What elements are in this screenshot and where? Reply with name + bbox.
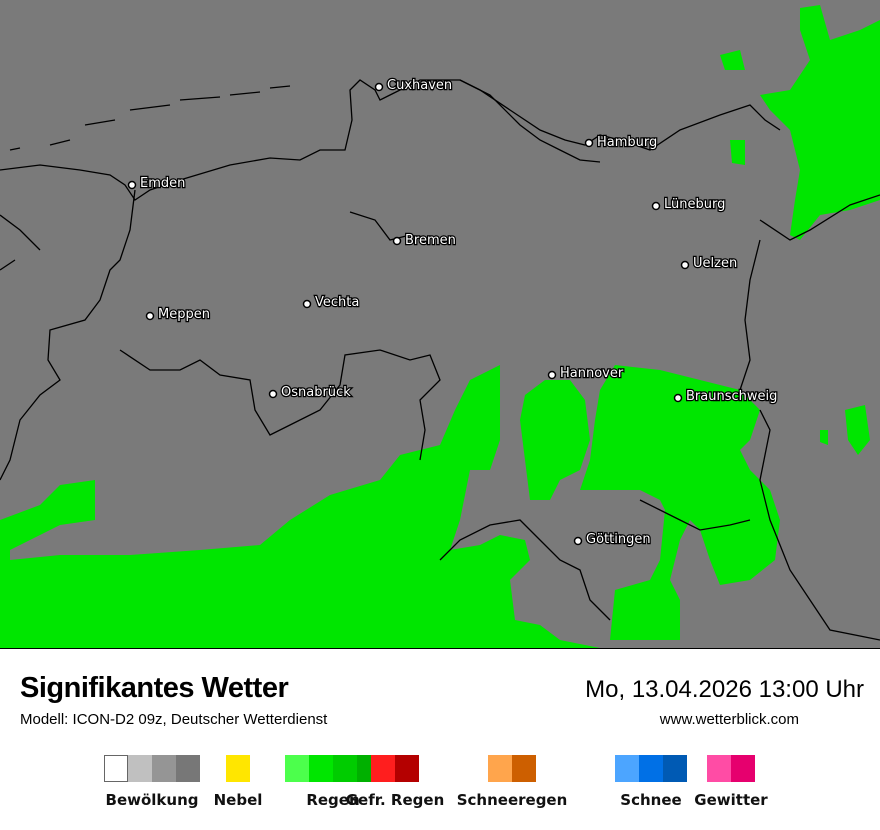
city-bremen[interactable]: Bremen (392, 232, 457, 249)
svg-text:Cuxhaven: Cuxhaven (387, 78, 452, 93)
map-title: Signifikantes Wetter (20, 672, 289, 704)
city-vechta[interactable]: Vechta (302, 294, 361, 311)
website-link[interactable]: www.wetterblick.com (659, 711, 799, 728)
state-border-west (0, 214, 441, 461)
rain-areas (0, 5, 880, 648)
legend-swatches-gefr-regen (371, 755, 419, 782)
legend-swatches-nebel (226, 755, 250, 782)
legend-swatch (176, 755, 200, 782)
elbe (459, 79, 781, 151)
islands (9, 85, 291, 151)
svg-text:Osnabrück: Osnabrück (281, 385, 351, 400)
city-hamburg[interactable]: Hamburg (584, 134, 659, 151)
legend-label: Schneeregen (456, 791, 568, 809)
legend-swatch (707, 755, 731, 782)
city-cuxhaven[interactable]: Cuxhaven (374, 77, 453, 94)
rain-area-south-2 (355, 545, 500, 648)
svg-text:Vechta: Vechta (315, 295, 359, 310)
svg-text:Bremen: Bremen (405, 233, 456, 248)
forecast-datetime: Mo, 13.04.2026 13:00 Uhr (585, 676, 864, 703)
weather-map[interactable]: Cuxhaven Hamburg Emden Lüneburg Bremen U… (0, 0, 880, 649)
svg-text:Meppen: Meppen (158, 307, 210, 322)
city-uelzen[interactable]: Uelzen (680, 255, 738, 272)
city-goettingen[interactable]: Göttingen (573, 531, 652, 548)
svg-text:Hannover: Hannover (560, 366, 624, 381)
svg-text:Göttingen: Göttingen (586, 532, 651, 547)
rain-area-northeast (760, 5, 880, 240)
svg-text:Lüneburg: Lüneburg (664, 197, 725, 212)
legend-swatch (152, 755, 176, 782)
legend-swatch (309, 755, 333, 782)
legend-swatch (104, 755, 128, 782)
legend-swatch (639, 755, 663, 782)
city-hannover[interactable]: Hannover (547, 365, 625, 382)
rain-area-center (520, 380, 590, 500)
legend-swatch (395, 755, 419, 782)
legend-swatches-schneeregen (488, 755, 536, 782)
legend-swatches-schnee (615, 755, 687, 782)
ems (0, 189, 136, 481)
city-markers: Cuxhaven Hamburg Emden Lüneburg Bremen U… (127, 77, 779, 548)
legend-label: Gewitter (694, 791, 768, 809)
legend-label: Schnee (620, 791, 682, 809)
rain-area-hannover-east (580, 365, 780, 640)
city-lueneburg[interactable]: Lüneburg (651, 196, 727, 213)
svg-text:Braunschweig: Braunschweig (686, 389, 777, 404)
city-osnabrueck[interactable]: Osnabrück (268, 384, 352, 401)
state-border-east (439, 194, 880, 641)
legend-label: Nebel (213, 791, 263, 809)
legend-label: Bewölkung (105, 791, 199, 809)
weser-bremen (349, 211, 431, 241)
svg-text:Uelzen: Uelzen (693, 256, 737, 271)
legend-swatch (371, 755, 395, 782)
legend-swatches-gewitter (707, 755, 755, 782)
legend-swatch (512, 755, 536, 782)
legend-swatches-regen (285, 755, 381, 782)
legend-swatch (731, 755, 755, 782)
legend-swatch (488, 755, 512, 782)
rain-area-east-small (820, 405, 870, 455)
city-meppen[interactable]: Meppen (145, 306, 211, 323)
legend-swatch (663, 755, 687, 782)
rain-area-northeast-small (720, 50, 745, 165)
legend-swatch (128, 755, 152, 782)
city-braunschweig[interactable]: Braunschweig (673, 388, 779, 405)
model-info: Modell: ICON-D2 09z, Deutscher Wetterdie… (20, 711, 328, 728)
legend-swatch (285, 755, 309, 782)
legend-label: Gefr. Regen (345, 791, 445, 809)
legend-swatches-bewölkung (104, 755, 200, 782)
legend-swatch (615, 755, 639, 782)
coastline (0, 79, 601, 201)
svg-text:Emden: Emden (140, 176, 185, 191)
legend-swatch (226, 755, 250, 782)
legend-label: Regen (306, 791, 360, 809)
legend-swatch (333, 755, 357, 782)
city-emden[interactable]: Emden (127, 175, 187, 192)
borders (0, 79, 880, 641)
svg-text:Hamburg: Hamburg (597, 135, 657, 150)
